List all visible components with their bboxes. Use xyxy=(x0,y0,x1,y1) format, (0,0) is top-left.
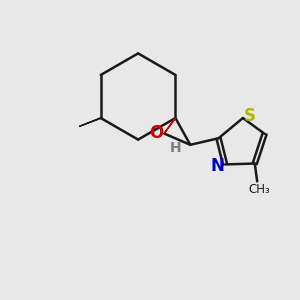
Text: O: O xyxy=(149,124,163,142)
Text: H: H xyxy=(170,141,182,155)
Polygon shape xyxy=(164,118,176,134)
Text: S: S xyxy=(243,107,255,125)
Text: N: N xyxy=(211,157,225,175)
Polygon shape xyxy=(80,118,101,126)
Text: CH₃: CH₃ xyxy=(249,183,270,196)
